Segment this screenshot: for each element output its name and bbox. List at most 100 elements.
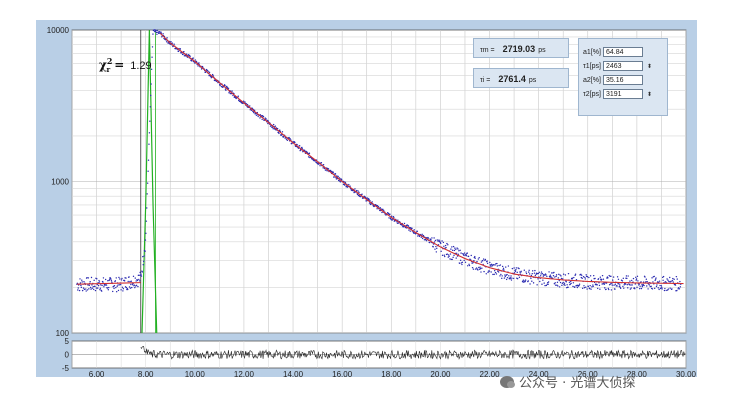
data-point <box>542 279 544 281</box>
data-point <box>82 287 85 289</box>
data-point <box>131 284 134 286</box>
data-point <box>642 283 644 286</box>
data-point <box>244 101 246 103</box>
data-point <box>515 269 517 271</box>
data-point <box>409 230 411 232</box>
data-point <box>661 286 663 289</box>
data-point <box>671 279 674 282</box>
chi-sub: r <box>106 65 111 75</box>
data-point <box>430 239 432 241</box>
fit-value-field[interactable]: 35.16 <box>603 75 643 85</box>
data-point <box>538 271 541 274</box>
data-point <box>259 117 261 119</box>
data-point <box>421 237 424 240</box>
data-point <box>553 271 555 274</box>
data-point <box>440 250 442 253</box>
data-point <box>144 250 146 253</box>
data-point <box>460 252 462 254</box>
data-point <box>590 279 593 282</box>
data-point <box>404 226 407 229</box>
data-point <box>518 276 521 279</box>
data-point <box>445 246 447 249</box>
data-point <box>638 283 640 285</box>
data-point <box>476 260 478 263</box>
data-point <box>441 240 443 242</box>
data-point <box>594 277 596 280</box>
fit-value-field[interactable]: 2463 <box>603 61 643 71</box>
data-point <box>523 281 525 283</box>
data-point <box>252 110 254 113</box>
data-point <box>555 275 557 278</box>
data-point <box>485 273 487 275</box>
data-point <box>614 283 617 285</box>
data-point <box>91 284 93 286</box>
data-point <box>635 276 637 278</box>
readout-unit: ps <box>538 47 546 54</box>
readout-tau-m: τm = 2719.03 ps <box>473 38 569 58</box>
data-point <box>589 275 592 277</box>
data-point <box>376 208 378 210</box>
data-point <box>344 184 346 186</box>
fit-row-a1: a1[%] 64.84 <box>583 45 663 59</box>
data-point <box>508 275 510 277</box>
data-point <box>587 285 590 288</box>
spinner-arrows-icon[interactable]: ⬍ <box>647 91 653 98</box>
x-tick-label: 16.00 <box>332 370 353 377</box>
data-point <box>560 275 562 277</box>
data-point <box>514 270 517 273</box>
data-point <box>665 289 667 292</box>
data-point <box>421 233 423 235</box>
chi-eq: = <box>114 58 125 72</box>
data-point <box>585 286 587 288</box>
data-point <box>123 280 126 282</box>
data-point <box>136 279 139 282</box>
data-point <box>663 289 666 292</box>
data-point <box>338 177 341 179</box>
data-point <box>77 287 79 289</box>
data-point <box>679 280 681 283</box>
data-point <box>611 282 613 285</box>
data-point <box>534 269 536 272</box>
data-point <box>583 286 586 289</box>
data-point <box>110 279 113 282</box>
spinner-arrows-icon[interactable]: ⬍ <box>647 63 653 70</box>
data-point <box>135 284 138 287</box>
data-point <box>158 31 161 33</box>
data-point <box>194 59 197 61</box>
data-point <box>450 248 452 250</box>
data-point <box>643 284 645 287</box>
data-point <box>489 265 492 267</box>
data-point <box>81 281 83 283</box>
data-point <box>90 288 92 290</box>
data-point <box>505 266 507 268</box>
data-point <box>562 278 564 280</box>
data-point <box>117 284 119 286</box>
data-point <box>198 62 200 64</box>
data-point <box>489 261 491 264</box>
data-point <box>496 262 498 265</box>
data-point <box>348 183 350 186</box>
data-point <box>600 278 603 281</box>
data-point <box>641 285 644 288</box>
x-tick-label: 18.00 <box>381 370 402 377</box>
data-point <box>261 115 264 117</box>
data-point <box>573 286 576 289</box>
data-point <box>529 283 531 285</box>
data-point <box>614 288 616 290</box>
fit-value-field[interactable]: 3191 <box>603 89 643 99</box>
data-point <box>427 237 430 239</box>
data-point <box>78 289 81 292</box>
data-point <box>549 274 552 276</box>
data-point <box>119 278 121 280</box>
fit-value-field[interactable]: 64.84 <box>603 47 643 57</box>
data-point <box>431 237 433 239</box>
data-point <box>341 179 343 181</box>
data-point <box>670 280 672 283</box>
data-point <box>669 276 671 279</box>
data-point <box>628 284 631 286</box>
data-point <box>522 280 524 282</box>
x-tick-label: 22.00 <box>480 370 501 377</box>
data-point <box>539 275 542 277</box>
data-point <box>611 284 613 286</box>
data-point <box>197 65 199 67</box>
